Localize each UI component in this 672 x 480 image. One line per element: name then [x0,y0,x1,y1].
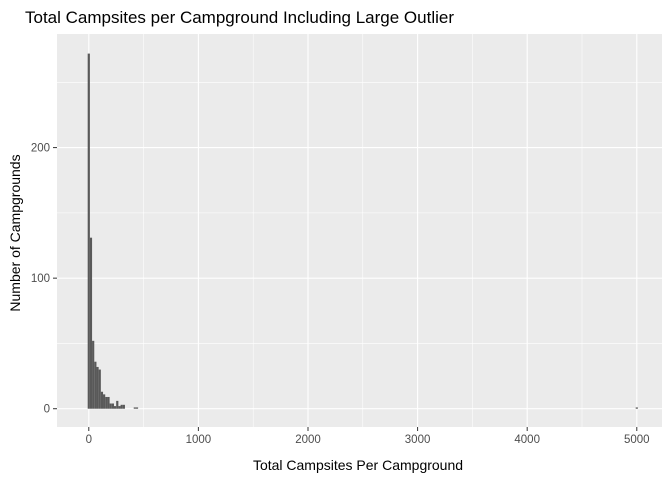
y-axis-label: Number of Campgrounds [7,154,23,311]
histogram-bar [133,407,136,409]
x-tick-label: 1000 [186,434,212,446]
histogram-bar [107,396,110,409]
histogram-bar [103,394,106,409]
histogram-bar [135,407,139,409]
histogram-bar [109,403,112,409]
y-tick-label: 100 [31,273,50,285]
x-tick-label: 3000 [405,434,431,446]
histogram-bar [116,400,119,409]
x-tick-label: 5000 [624,434,650,446]
y-tick-label: 0 [44,404,50,416]
histogram-bar [98,369,101,409]
histogram-bar [100,391,104,409]
histogram-bar [113,406,117,409]
y-tick-label: 200 [31,143,50,155]
histogram-bar [89,237,93,409]
plot-panel [57,34,662,427]
histogram-bar [96,366,99,409]
histogram-bar [87,53,90,409]
y-axis-ticks: 0 100 200 [31,143,57,416]
histogram-bars [87,53,638,409]
histogram-bar [111,403,114,409]
grid-minor [57,34,662,427]
histogram-bar [120,404,123,409]
histogram-bar [105,396,108,409]
x-tick-label: 2000 [295,434,321,446]
x-axis-ticks: 0 1000 2000 3000 4000 5000 [86,427,650,446]
histogram-bar [118,406,121,409]
chart-title: Total Campsites per Campground Including… [25,8,454,27]
x-tick-label: 4000 [514,434,540,446]
histogram-bar [94,361,97,409]
x-tick-label: 0 [86,434,92,446]
histogram-bar [635,407,638,409]
histogram-bar [92,340,95,409]
histogram-bar [122,404,125,409]
x-axis-label: Total Campsites Per Campground [253,457,463,473]
